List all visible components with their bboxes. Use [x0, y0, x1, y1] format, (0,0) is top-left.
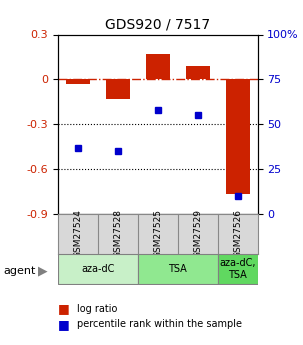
Text: GSM27526: GSM27526: [233, 209, 242, 258]
Text: percentile rank within the sample: percentile rank within the sample: [77, 319, 242, 329]
Text: GSM27524: GSM27524: [73, 209, 82, 258]
Text: GSM27528: GSM27528: [113, 209, 122, 258]
Text: ▶: ▶: [38, 264, 47, 277]
Text: ■: ■: [58, 302, 69, 315]
Title: GDS920 / 7517: GDS920 / 7517: [105, 18, 210, 32]
Bar: [185, 66, 210, 79]
Text: ■: ■: [58, 318, 69, 331]
Bar: [105, 79, 130, 99]
Text: aza-dC,
TSA: aza-dC, TSA: [219, 258, 256, 280]
Text: log ratio: log ratio: [77, 304, 118, 314]
Bar: [65, 79, 90, 84]
Text: agent: agent: [3, 266, 35, 276]
Bar: [225, 79, 250, 195]
Bar: [58, 254, 138, 284]
Bar: [218, 254, 258, 284]
Bar: [138, 254, 218, 284]
Text: aza-dC: aza-dC: [81, 264, 114, 274]
Text: GSM27525: GSM27525: [153, 209, 162, 258]
Bar: [145, 54, 170, 79]
Text: TSA: TSA: [168, 264, 187, 274]
Text: GSM27529: GSM27529: [193, 209, 202, 258]
